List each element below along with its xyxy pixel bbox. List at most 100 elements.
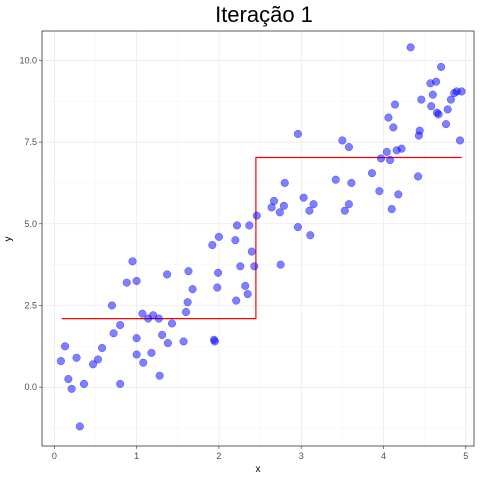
y-tick-label: 7.5 bbox=[24, 137, 37, 147]
data-point bbox=[232, 297, 240, 305]
data-point bbox=[57, 357, 65, 365]
data-point bbox=[133, 334, 141, 342]
data-point bbox=[432, 78, 440, 86]
step-function bbox=[62, 158, 462, 319]
x-tick-label: 3 bbox=[299, 451, 304, 461]
data-point bbox=[339, 137, 347, 145]
data-point bbox=[158, 331, 166, 339]
data-point bbox=[110, 329, 118, 337]
data-point bbox=[148, 349, 156, 357]
data-point bbox=[214, 269, 222, 277]
x-axis: 0 1 2 3 4 5 bbox=[52, 446, 468, 461]
data-point bbox=[341, 207, 349, 215]
data-point bbox=[215, 233, 223, 241]
data-point bbox=[444, 106, 452, 114]
data-point bbox=[306, 207, 314, 215]
y-tick-label: 10.0 bbox=[19, 55, 37, 65]
step-line bbox=[62, 158, 462, 319]
data-point bbox=[435, 111, 443, 119]
data-point bbox=[394, 191, 402, 199]
data-point bbox=[270, 197, 278, 205]
x-tick-label: 5 bbox=[463, 451, 468, 461]
data-point bbox=[456, 137, 464, 145]
data-point bbox=[133, 351, 141, 359]
data-point bbox=[189, 285, 197, 293]
data-point bbox=[65, 375, 73, 383]
data-point bbox=[180, 338, 188, 346]
data-point bbox=[383, 148, 391, 156]
data-point bbox=[345, 200, 353, 208]
data-point bbox=[388, 205, 396, 213]
data-point bbox=[376, 187, 384, 195]
data-point bbox=[429, 91, 437, 99]
data-point bbox=[253, 212, 261, 220]
data-point bbox=[442, 120, 450, 128]
data-point bbox=[332, 176, 340, 184]
data-point bbox=[300, 194, 308, 202]
data-point bbox=[116, 321, 124, 329]
data-point bbox=[139, 359, 147, 367]
data-point bbox=[209, 241, 217, 249]
x-tick-label: 4 bbox=[381, 451, 386, 461]
x-tick-label: 2 bbox=[216, 451, 221, 461]
data-point bbox=[418, 96, 426, 104]
data-point bbox=[398, 145, 406, 153]
data-point bbox=[182, 308, 190, 316]
data-point bbox=[458, 88, 466, 96]
y-tick-label: 2.5 bbox=[24, 300, 37, 310]
panel-border bbox=[42, 31, 474, 446]
data-point bbox=[386, 156, 394, 164]
data-points bbox=[57, 44, 465, 431]
y-axis-label: y bbox=[3, 237, 14, 242]
data-point bbox=[213, 284, 221, 292]
data-point bbox=[414, 173, 422, 181]
y-axis: 0.0 2.5 5.0 7.5 10.0 bbox=[19, 55, 42, 392]
data-point bbox=[294, 223, 302, 231]
data-point bbox=[163, 271, 171, 279]
data-point bbox=[184, 298, 192, 306]
data-point bbox=[156, 372, 164, 380]
data-point bbox=[416, 127, 424, 135]
data-point bbox=[437, 63, 445, 71]
data-point bbox=[155, 315, 163, 323]
data-point bbox=[116, 380, 124, 388]
data-point bbox=[246, 222, 254, 230]
data-point bbox=[94, 356, 102, 364]
data-point bbox=[276, 209, 284, 217]
data-point bbox=[306, 231, 314, 239]
data-point bbox=[345, 143, 353, 151]
data-point bbox=[280, 202, 288, 210]
data-point bbox=[427, 102, 435, 110]
data-point bbox=[385, 114, 393, 122]
data-point bbox=[377, 155, 385, 163]
data-point bbox=[348, 179, 356, 187]
data-point bbox=[281, 179, 289, 187]
data-point bbox=[390, 124, 398, 132]
data-point bbox=[233, 222, 241, 230]
data-point bbox=[133, 277, 141, 285]
data-point bbox=[294, 130, 302, 138]
x-tick-label: 0 bbox=[52, 451, 57, 461]
data-point bbox=[73, 354, 81, 362]
data-point bbox=[248, 248, 256, 256]
chart-title: Iteração 1 bbox=[215, 2, 313, 27]
data-point bbox=[129, 258, 137, 266]
y-tick-label: 5.0 bbox=[24, 219, 37, 229]
data-point bbox=[98, 344, 106, 352]
data-point bbox=[310, 200, 318, 208]
grid bbox=[42, 31, 474, 446]
data-point bbox=[391, 101, 399, 109]
data-point bbox=[407, 44, 415, 52]
data-point bbox=[76, 423, 84, 431]
data-point bbox=[368, 169, 376, 177]
data-point bbox=[232, 236, 240, 244]
data-point bbox=[68, 385, 76, 393]
data-point bbox=[61, 343, 69, 351]
data-point bbox=[237, 262, 245, 270]
data-point bbox=[108, 302, 116, 310]
data-point bbox=[80, 380, 88, 388]
data-point bbox=[123, 279, 131, 287]
data-point bbox=[244, 290, 252, 298]
y-tick-label: 0.0 bbox=[24, 382, 37, 392]
